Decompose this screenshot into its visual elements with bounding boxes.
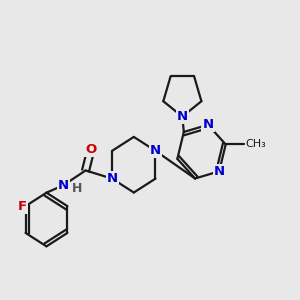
Text: N: N [58, 179, 69, 192]
Text: N: N [214, 165, 225, 178]
Text: F: F [18, 200, 27, 213]
Text: N: N [150, 144, 161, 157]
Text: H: H [72, 182, 82, 195]
Text: N: N [106, 172, 118, 185]
Text: CH₃: CH₃ [245, 140, 266, 149]
Text: O: O [85, 143, 97, 156]
Text: N: N [202, 118, 214, 131]
Text: N: N [177, 110, 188, 123]
